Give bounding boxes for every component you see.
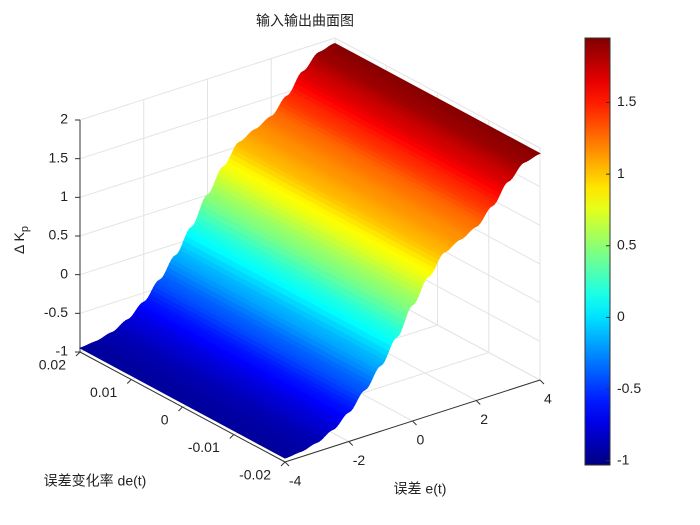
y-tick <box>229 434 235 439</box>
x-tick <box>348 441 354 446</box>
z-axis-label-main: Δ K <box>11 232 27 254</box>
y-tick-label: 0.02 <box>39 357 66 373</box>
grid-line <box>79 37 336 121</box>
z-tick-label: 1.5 <box>49 149 69 165</box>
colorbar-tick-label: 1 <box>617 165 625 181</box>
x-tick <box>475 400 481 405</box>
y-tick <box>126 379 132 384</box>
x-tick-label: 0 <box>417 432 425 448</box>
grid-line <box>334 37 541 149</box>
y-tick <box>178 406 183 412</box>
y-tick <box>280 461 286 467</box>
surface-patch <box>79 346 288 459</box>
x-tick-label: -2 <box>353 452 366 468</box>
z-axis-label-sub: p <box>19 226 31 232</box>
colorbar <box>584 37 611 466</box>
z-tick-label: 0.5 <box>49 227 69 243</box>
x-axis-label: 误差 e(t) <box>394 481 447 497</box>
z-tick-label: 2 <box>60 111 68 127</box>
y-tick-label: 0.01 <box>90 384 117 400</box>
y-tick-label: -0.01 <box>188 439 220 455</box>
z-tick-label: -0.5 <box>44 304 68 320</box>
y-axis-label: 误差变化率 de(t) <box>44 473 147 489</box>
y-tick-label: 0 <box>161 412 169 428</box>
colorbar-tick-label: -0.5 <box>617 380 641 396</box>
x-tick <box>412 420 417 426</box>
y-tick-label: -0.02 <box>239 467 271 483</box>
colorbar-tick-label: 0.5 <box>617 236 637 252</box>
colorbar-tick-label: 1.5 <box>617 93 637 109</box>
x-tick-label: 4 <box>544 391 552 407</box>
colorbar-tick-label: 0 <box>617 308 625 324</box>
colorbar-tick-label: -1 <box>617 451 630 467</box>
x-tick <box>539 379 545 385</box>
z-tick-label: 1 <box>60 188 68 204</box>
z-tick-label: -1 <box>56 343 69 359</box>
x-tick-label: -4 <box>289 473 302 489</box>
x-tick-label: 2 <box>480 411 488 427</box>
y-tick <box>75 351 81 357</box>
z-axis-label: Δ Kp <box>11 226 31 254</box>
x-tick <box>284 461 290 467</box>
chart-title: 输入输出曲面图 <box>256 13 354 29</box>
z-tick-label: 0 <box>60 265 68 281</box>
